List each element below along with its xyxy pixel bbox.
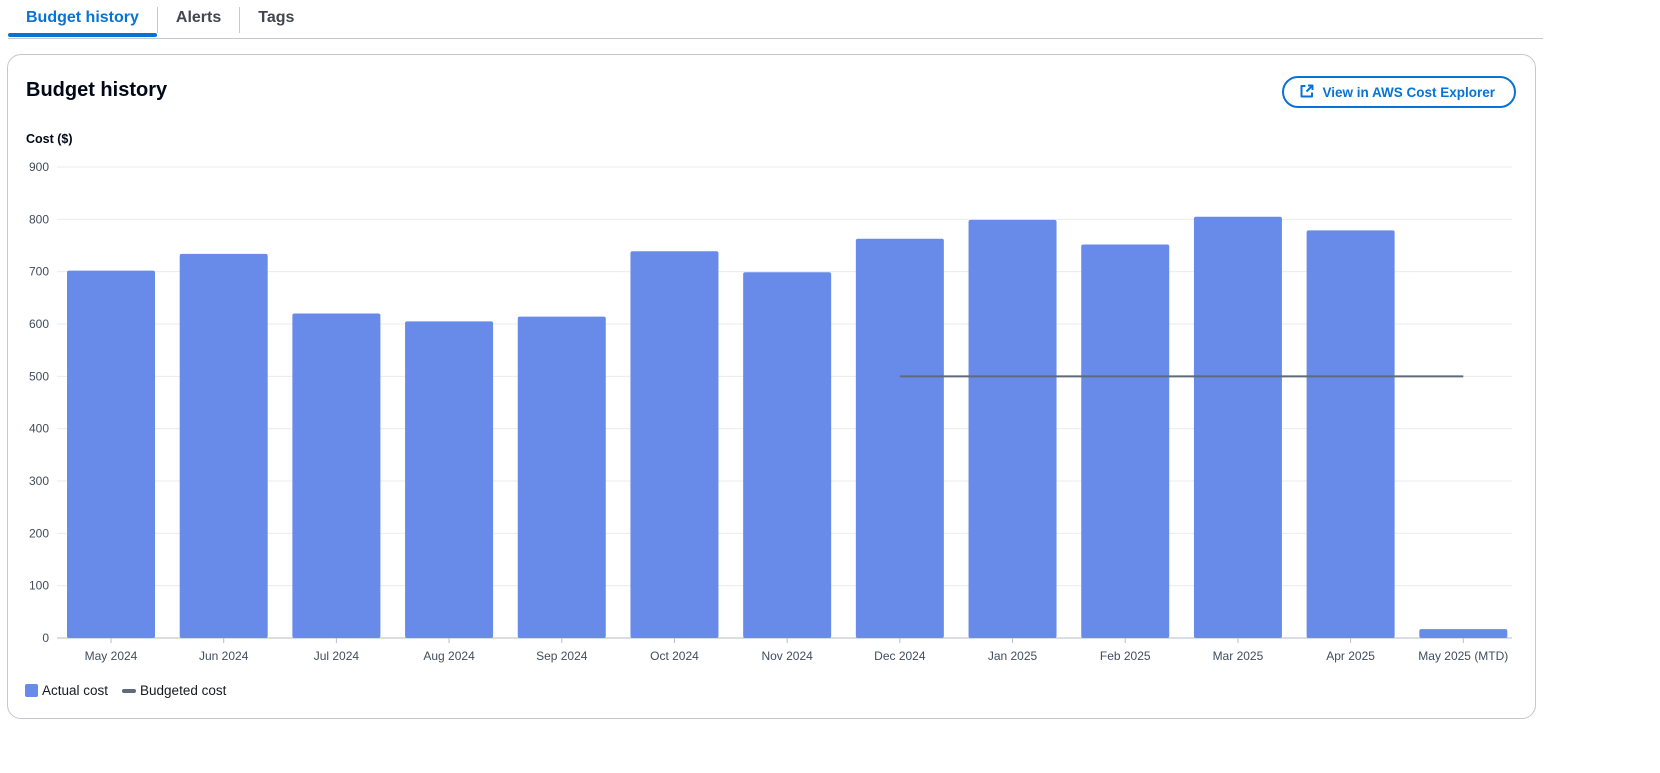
- bar-actual-cost[interactable]: [1193, 216, 1282, 638]
- legend-budgeted-cost[interactable]: Budgeted cost: [122, 683, 226, 698]
- x-tick-label: Nov 2024: [761, 649, 813, 663]
- y-tick-label: 400: [29, 422, 49, 436]
- y-tick-label: 0: [42, 631, 49, 645]
- y-tick-label: 900: [29, 160, 49, 174]
- x-tick-label: Apr 2025: [1326, 649, 1375, 663]
- y-axis-label: Cost ($): [26, 132, 73, 146]
- tab-budget-history[interactable]: Budget history: [8, 2, 157, 37]
- tab-bar: Budget history Alerts Tags: [8, 0, 1543, 39]
- actual-cost-swatch: [25, 684, 38, 697]
- view-in-cost-explorer-label: View in AWS Cost Explorer: [1322, 84, 1495, 100]
- tab-alerts[interactable]: Alerts: [175, 9, 222, 26]
- view-in-cost-explorer-button[interactable]: View in AWS Cost Explorer: [1282, 76, 1516, 108]
- x-tick-label: Sep 2024: [536, 649, 588, 663]
- panel-title: Budget history: [26, 79, 168, 101]
- bar-actual-cost[interactable]: [1081, 244, 1170, 638]
- bar-actual-cost[interactable]: [1306, 230, 1395, 638]
- tab-divider: [239, 7, 241, 33]
- bar-actual-cost[interactable]: [630, 251, 719, 639]
- x-tick-label: Jul 2024: [314, 649, 360, 663]
- budget-history-panel: Budget history View in AWS Cost Explorer…: [7, 54, 1536, 719]
- x-tick-label: Dec 2024: [874, 649, 926, 663]
- y-tick-label: 500: [29, 369, 49, 383]
- bar-actual-cost[interactable]: [855, 238, 944, 639]
- legend-actual-cost-label: Actual cost: [42, 683, 109, 698]
- x-tick-label: May 2025 (MTD): [1418, 649, 1508, 663]
- legend-budgeted-cost-label: Budgeted cost: [140, 683, 227, 698]
- bar-actual-cost[interactable]: [67, 270, 155, 638]
- bar-actual-cost[interactable]: [405, 321, 494, 638]
- x-tick-label: Aug 2024: [423, 649, 475, 663]
- budget-chart: Cost ($) 0 100 200 300 400 500 600 700 800 900 Ma…: [26, 132, 1512, 663]
- tab-divider: [156, 7, 158, 33]
- external-link-icon: [1300, 84, 1314, 101]
- x-tick-label: Jan 2025: [988, 649, 1038, 663]
- bar-actual-cost[interactable]: [1419, 629, 1508, 638]
- x-tick-label: Feb 2025: [1100, 649, 1151, 663]
- y-tick-label: 800: [29, 212, 49, 226]
- y-tick-label: 100: [29, 579, 49, 593]
- bar-actual-cost[interactable]: [517, 316, 606, 638]
- y-tick-label: 700: [29, 265, 49, 279]
- x-tick-label: Mar 2025: [1213, 649, 1264, 663]
- x-tick-label: Jun 2024: [199, 649, 249, 663]
- bar-actual-cost[interactable]: [292, 313, 381, 638]
- legend-actual-cost[interactable]: Actual cost: [25, 683, 108, 698]
- y-tick-label: 200: [29, 526, 49, 540]
- bar-actual-cost[interactable]: [968, 219, 1057, 638]
- y-tick-label: 300: [29, 474, 49, 488]
- y-tick-label: 600: [29, 317, 49, 331]
- bar-actual-cost[interactable]: [743, 272, 832, 638]
- chart-legend: Actual cost Budgeted cost: [25, 683, 226, 698]
- x-tick-label: May 2024: [85, 649, 138, 663]
- x-tick-label: Oct 2024: [650, 649, 699, 663]
- tab-tags[interactable]: Tags: [258, 9, 295, 26]
- bar-actual-cost[interactable]: [179, 253, 268, 638]
- budgeted-cost-swatch: [122, 688, 137, 693]
